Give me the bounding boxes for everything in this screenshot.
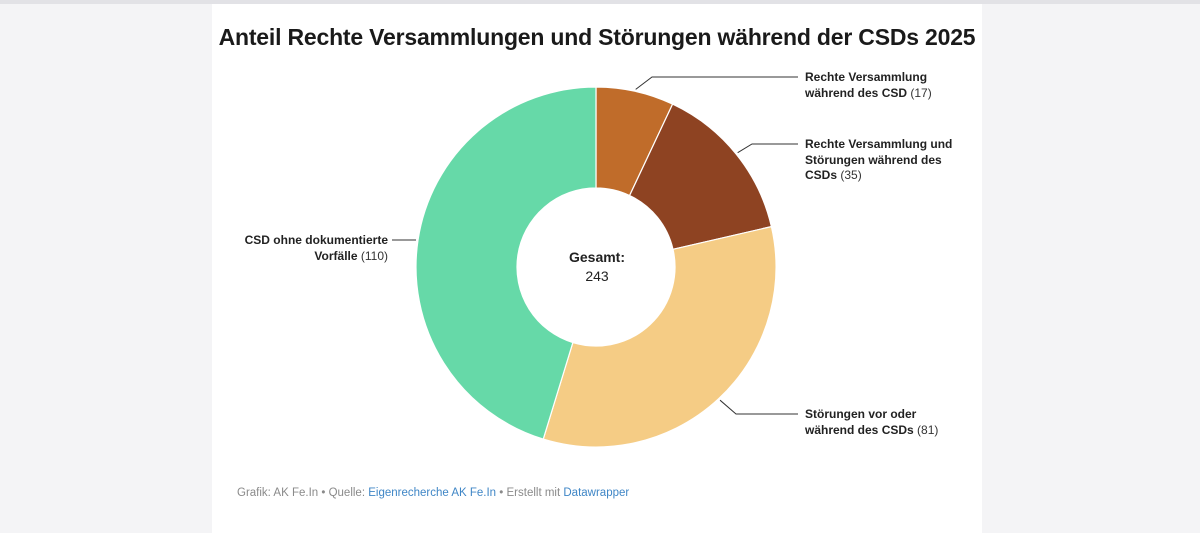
footer-middle: • Erstellt mit bbox=[496, 487, 564, 499]
slice-rechte-versammlung-und-stoerungen bbox=[628, 103, 773, 250]
slice-label-rechte-versammlung: Rechte Versammlung während des CSD (17) bbox=[805, 70, 932, 100]
chart-card: Anteil Rechte Versammlungen und Störunge… bbox=[212, 4, 982, 533]
center-total-label: Gesamt: bbox=[568, 249, 626, 265]
footer-tool-link[interactable]: Datawrapper bbox=[563, 487, 630, 499]
donut-chart bbox=[392, 76, 798, 448]
center-total: Gesamt: 243 bbox=[552, 248, 642, 286]
center-total-value: 243 bbox=[585, 268, 609, 284]
chart-footer: Grafik: AK Fe.In • Quelle: Eigenrecherch… bbox=[237, 487, 629, 499]
top-border bbox=[0, 0, 1200, 4]
leader-line-rechte-versammlung-und-stoerungen bbox=[737, 143, 798, 154]
slice-label-stoerungen: Störungen vor oder während des CSDs (81) bbox=[805, 407, 939, 437]
slice-label-rechte-versammlung-und-stoerungen: Rechte Versammlung und Störungen während… bbox=[805, 137, 953, 182]
leader-line-rechte-versammlung bbox=[635, 76, 798, 90]
slice-ohne-vorfaelle bbox=[415, 86, 597, 440]
slice-stoerungen bbox=[542, 225, 777, 448]
slice-label-ohne-vorfaelle: CSD ohne dokumentierte Vorfälle (110) bbox=[244, 233, 388, 263]
footer-source-link[interactable]: Eigenrecherche AK Fe.In bbox=[368, 487, 497, 499]
chart-title: Anteil Rechte Versammlungen und Störunge… bbox=[218, 24, 976, 50]
footer-prefix: Grafik: AK Fe.In • Quelle: bbox=[237, 487, 369, 499]
leader-line-stoerungen bbox=[719, 399, 798, 415]
